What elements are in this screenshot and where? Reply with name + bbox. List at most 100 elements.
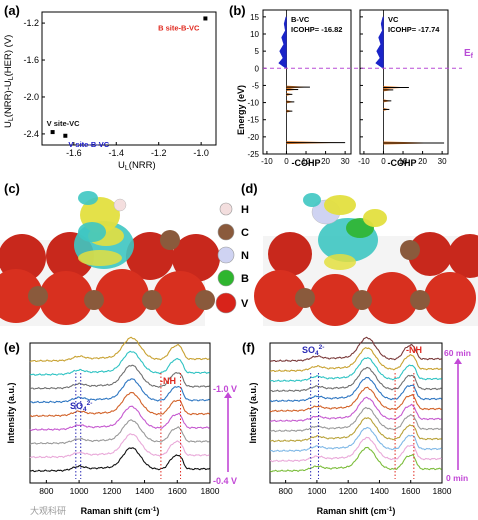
- e-spectrum-6: [29, 419, 210, 445]
- b-icohp-0: ICOHP= -16.82: [291, 25, 342, 34]
- panel-e-xticks: 800 1000 1200 1400 1600 1800: [39, 480, 220, 496]
- b-ytick-label-0: 15: [250, 13, 259, 22]
- b-antibonding-fill-1: [375, 16, 384, 68]
- a-xtick-label-1: -1.4: [109, 148, 125, 158]
- panel-c: (c): [0, 181, 220, 326]
- f-spectrum-2: [269, 357, 443, 383]
- legend-label-H: H: [241, 204, 249, 216]
- b-ytick-label-8: -25: [247, 150, 259, 159]
- panel-f-xticks: 800 1000 1200 1400 1600 1800: [279, 480, 452, 496]
- panel-e-frame: [29, 342, 211, 484]
- f-spectrum-6: [269, 396, 442, 423]
- b-title-1: VC: [388, 15, 399, 24]
- panel-a-label: (a): [4, 3, 20, 18]
- f-xtick-label-0: 800: [279, 486, 293, 496]
- f-spectrum-0: [269, 336, 442, 363]
- e-xtick-label-3: 1400: [135, 486, 154, 496]
- panel-a-ylabel: UL(NRR)-UL(HER) (V): [3, 35, 15, 128]
- e-spectrum-5: [29, 405, 210, 431]
- legend-atom-V: [215, 292, 237, 314]
- panel-f-bottom-label: 0 min: [446, 473, 468, 483]
- panel-f-xlabel: Raman shift (cm-1): [317, 506, 396, 516]
- panel-b-label: (b): [229, 3, 246, 18]
- f-spectrum-11: [269, 446, 442, 473]
- f-xtick-label-2: 1200: [339, 486, 358, 496]
- panel-b: (b) Energy (eV) 15 10 5 0 -5 -10 -15 -20 -25 -10…: [229, 3, 474, 168]
- b-xtick-label-1-2: 10: [399, 157, 408, 166]
- b-ytick-label-1: 10: [250, 30, 259, 39]
- panel-e-bottom-label: -0.4 V: [213, 476, 237, 486]
- f-xtick-label-5: 1800: [433, 486, 452, 496]
- b-xtick-label-0-3: 20: [321, 157, 330, 166]
- e-spectrum-4: [29, 391, 211, 418]
- legend-atom-C: [217, 223, 235, 241]
- a-point-label-1: V site-B-VC: [68, 140, 109, 149]
- e-spectrum-1: [29, 350, 210, 376]
- a-xtick-label-0: -1.6: [66, 148, 82, 158]
- e-spectrum-7: [29, 433, 210, 459]
- b-title-0: B-VC: [291, 15, 310, 24]
- f-spectrum-3: [269, 366, 442, 393]
- panel-a-yticks: -1.2 -1.6 -2.0 -2.4: [23, 18, 45, 139]
- panel-c-label: (c): [4, 181, 20, 196]
- panel-c-structure: [0, 191, 220, 326]
- panel-d-structure: [254, 193, 478, 326]
- panel-a-xticks: -1.6 -1.4 -1.2 -1.0: [66, 142, 209, 158]
- panel-f: (f) 800 1000 1200 1400 1600 1800 Intensity (a…: [242, 336, 471, 516]
- panel-a-xlabel: UL(NRR): [118, 160, 156, 172]
- b-xtick-label-1-1: 0: [381, 157, 386, 166]
- panel-b-xlabel-left: -COHP: [292, 158, 321, 168]
- b-ytick-label-6: -15: [247, 116, 259, 125]
- panel-d: (d): [241, 181, 478, 326]
- e-xtick-label-5: 1800: [201, 486, 220, 496]
- f-xtick-label-4: 1600: [401, 486, 420, 496]
- legend-label-V: V: [241, 298, 249, 310]
- legend-atom-N: [217, 246, 235, 264]
- b-ytick-label-3: 0: [255, 64, 260, 73]
- f-spectrum-4: [269, 376, 443, 403]
- e-xtick-label-2: 1200: [102, 486, 121, 496]
- panel-b-fermi-label: Ef: [464, 48, 474, 60]
- a-point-label-0: V site-VC: [47, 119, 81, 128]
- f-spectrum-1: [269, 346, 442, 373]
- panel-e-top-label: -1.0 V: [213, 384, 237, 394]
- b-xtick-label-0-2: 10: [302, 157, 311, 166]
- panel-a-frame: [41, 11, 217, 146]
- panel-f-nh-label: -NH: [406, 345, 422, 355]
- panel-f-ylabel: Intensity (a.u.): [248, 382, 258, 443]
- a-xtick-label-3: -1.0: [193, 148, 209, 158]
- panel-e-nh-label: -NH: [160, 376, 176, 386]
- a-ytick-label-0: -1.2: [23, 18, 39, 28]
- b-ytick-label-5: -10: [247, 99, 259, 108]
- e-spectrum-2: [29, 364, 211, 390]
- e-spectrum-3: [29, 378, 210, 404]
- f-spectrum-7: [269, 406, 442, 433]
- b-xtick-label-1-0: -10: [358, 157, 370, 166]
- legend-label-B: B: [241, 273, 249, 285]
- panel-a: (a) -1.6 -1.4 -1.2 -1.0 -1.2 -1.6 -2.0 -2.4 V …: [3, 3, 217, 172]
- panel-e-ylabel: Intensity (a.u.): [6, 382, 16, 443]
- panel-d-label: (d): [241, 181, 258, 196]
- legend-atom-B: [217, 269, 235, 287]
- b-xtick-label-0-0: -10: [261, 157, 273, 166]
- b-xtick-label-1-3: 20: [418, 157, 427, 166]
- a-point-2: [203, 16, 208, 21]
- a-point-1: [63, 133, 68, 138]
- e-xtick-label-4: 1600: [168, 486, 187, 496]
- b-xtick-label-1-4: 30: [438, 157, 447, 166]
- b-antibonding-fill-0: [278, 16, 287, 68]
- legend-label-C: C: [241, 227, 249, 239]
- panel-e-xlabel: Raman shift (cm-1): [81, 506, 160, 516]
- panel-e-spectra: [29, 336, 211, 479]
- a-point-0: [50, 130, 55, 135]
- panel-e-label: (e): [4, 340, 20, 355]
- f-spectrum-10: [269, 436, 443, 463]
- a-ytick-label-3: -2.4: [23, 129, 39, 139]
- b-ytick-label-7: -20: [247, 133, 259, 142]
- panel-a-points: V site-VC V site-B-VC B site-B-VC: [47, 16, 208, 149]
- f-xtick-label-1: 1000: [307, 486, 326, 496]
- a-ytick-label-1: -1.6: [23, 55, 39, 65]
